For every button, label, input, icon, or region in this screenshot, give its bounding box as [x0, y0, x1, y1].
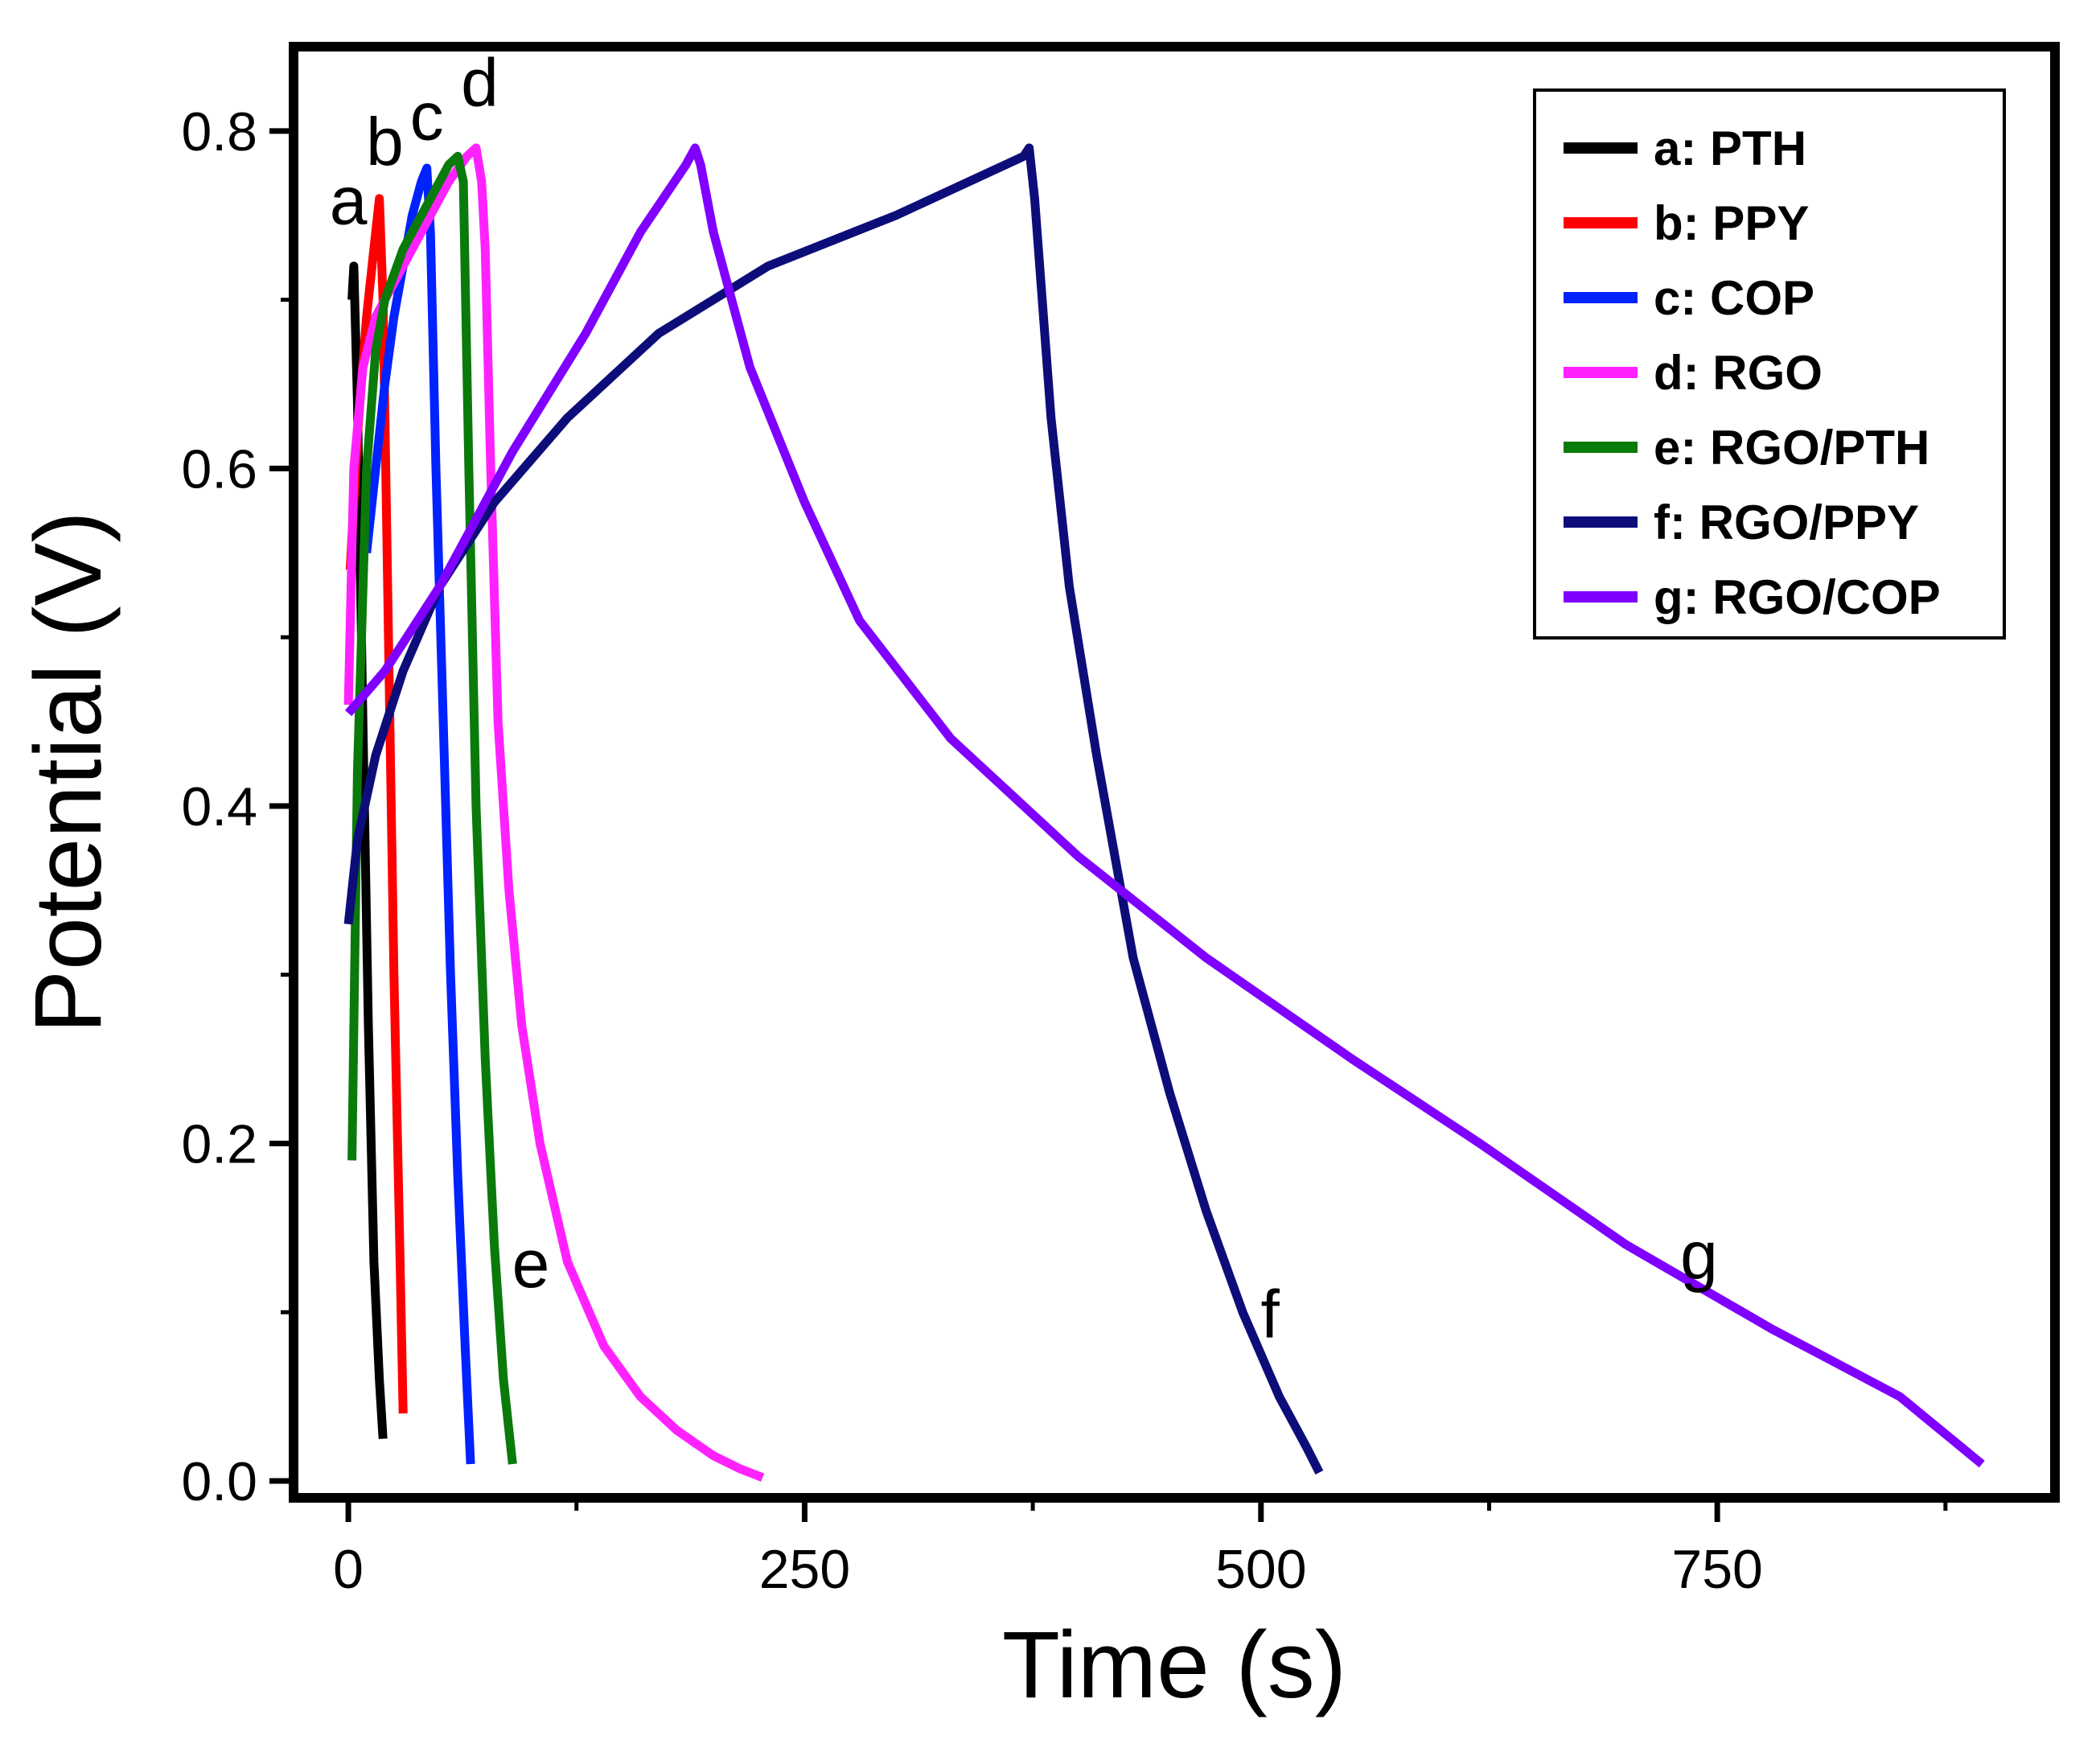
- x-tick-label: 750: [1671, 1539, 1762, 1600]
- legend-label-f: f: RGO/PPY: [1654, 496, 1919, 549]
- legend: a: PTH b: PPY c: COP d: RGO e: RGO/PTH f: RGO…: [1533, 88, 2006, 640]
- curve-label-b: b: [366, 104, 404, 179]
- series-layer: [343, 143, 1985, 1482]
- x-axis: 0 250 500 750: [333, 1498, 1948, 1600]
- legend-label-e: e: RGO/PTH: [1654, 421, 1929, 475]
- series-d-line: [343, 143, 765, 1482]
- x-tick-label: 0: [333, 1539, 364, 1600]
- curve-label-d: d: [461, 44, 499, 120]
- y-axis-title: Potential (V): [15, 511, 121, 1033]
- series-g-line: [344, 143, 1985, 1468]
- curve-label-a: a: [330, 162, 368, 238]
- series-e-line: [347, 151, 517, 1465]
- y-axis: 0.0 0.2 0.4 0.6 0.8: [181, 101, 294, 1512]
- legend-label-b: b: PPY: [1654, 196, 1809, 250]
- series-c-line: [362, 163, 475, 1465]
- curve-label-e: e: [512, 1226, 550, 1302]
- legend-label-c: c: COP: [1654, 271, 1814, 325]
- legend-label-d: d: RGO: [1654, 346, 1823, 400]
- y-tick-label: 0.2: [181, 1113, 257, 1174]
- legend-label-g: g: RGO/COP: [1654, 570, 1941, 624]
- y-tick-label: 0.4: [181, 776, 257, 837]
- plot-border: [289, 42, 2060, 1503]
- x-tick-label: 250: [759, 1539, 850, 1600]
- curve-labels: ab c d e f g: [330, 44, 1718, 1351]
- legend-label-a: a: PTH: [1654, 121, 1806, 175]
- y-tick-label: 0.8: [181, 101, 257, 162]
- plot-frame: [289, 42, 2060, 1503]
- series-f-line: [343, 143, 1324, 1475]
- curve-label-f: f: [1260, 1277, 1280, 1352]
- x-axis-title: Time (s): [1002, 1612, 1346, 1718]
- y-tick-label: 0.6: [181, 438, 257, 500]
- curve-label-g: g: [1680, 1217, 1718, 1293]
- y-tick-label: 0.0: [181, 1451, 257, 1512]
- legend-box: [1533, 88, 2006, 640]
- curve-label-c: c: [410, 78, 444, 154]
- x-tick-label: 500: [1215, 1539, 1306, 1600]
- series-a-line: [347, 261, 388, 1439]
